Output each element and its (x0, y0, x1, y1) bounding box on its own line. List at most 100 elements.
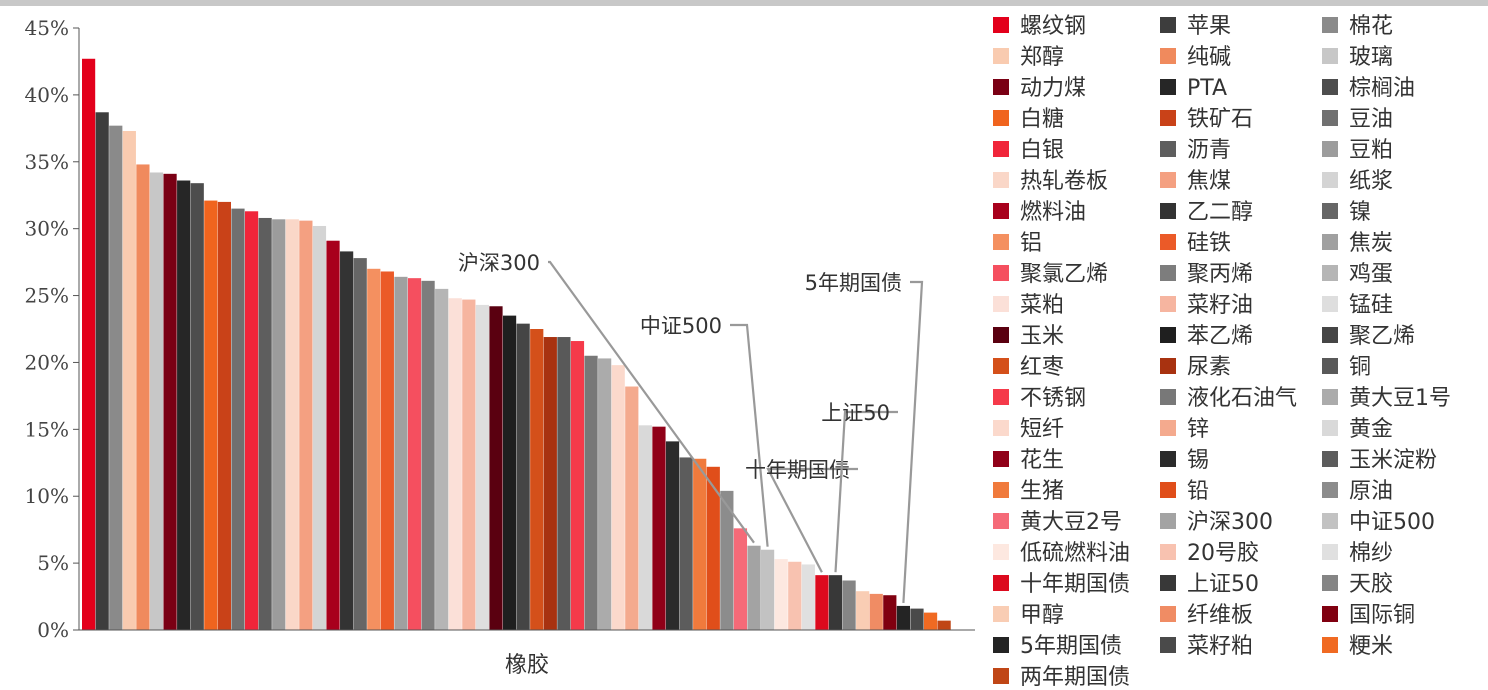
legend-label-菜籽粕: 菜籽粕 (1187, 634, 1253, 659)
bar-棉花 (109, 125, 123, 630)
legend-swatch-菜籽油 (1160, 296, 1176, 312)
annotation-label-5年期国债: 5年期国债 (805, 271, 902, 295)
legend-swatch-上证50 (1160, 575, 1176, 591)
bar-聚乙烯 (516, 323, 530, 630)
annotation-label-上证50: 上证50 (821, 401, 890, 425)
legend-label-聚乙烯: 聚乙烯 (1349, 324, 1415, 349)
legend-label-铅: 铅 (1187, 479, 1209, 504)
bar-棉纱 (801, 564, 815, 630)
bar-锰硅 (475, 304, 490, 630)
y-tick-label: 40% (25, 83, 69, 107)
legend-swatch-黄金 (1322, 420, 1338, 436)
legend-swatch-菜粕 (993, 296, 1009, 312)
bar-不锈钢 (570, 341, 585, 630)
bar-菜粕 (448, 298, 462, 630)
legend-label-原油: 原油 (1349, 479, 1393, 504)
y-axis: 0% 5% 10% 15% 20% 25% 30% 35% 40% 45% (25, 16, 80, 642)
annotation-label-十年期国债: 十年期国债 (745, 458, 850, 482)
bar-铁矿石 (217, 201, 231, 630)
legend-swatch-锡 (1160, 451, 1176, 467)
legend-swatch-棉纱 (1322, 544, 1338, 560)
legend-label-纯碱: 纯碱 (1187, 45, 1231, 70)
legend-label-豆油: 豆油 (1349, 107, 1393, 132)
x-axis: 橡胶 (79, 629, 975, 678)
bar-两年期国债 (937, 620, 951, 630)
legend-swatch-低硫燃料油 (993, 544, 1009, 560)
legend-swatch-动力煤 (993, 79, 1009, 95)
legend-label-短纤: 短纤 (1020, 417, 1064, 442)
legend-label-玻璃: 玻璃 (1349, 45, 1393, 70)
legend-label-黄大豆2号: 黄大豆2号 (1020, 510, 1122, 535)
legend-label-沥青: 沥青 (1187, 138, 1231, 163)
legend-label-白银: 白银 (1020, 138, 1064, 163)
bar-黄大豆1号 (598, 358, 612, 630)
legend-swatch-铁矿石 (1160, 110, 1176, 126)
legend-label-棉花: 棉花 (1349, 14, 1393, 39)
legend-swatch-豆粕 (1322, 141, 1338, 157)
bar-低硫燃料油 (774, 559, 788, 630)
legend-label-沪深300: 沪深300 (1187, 510, 1273, 535)
legend-swatch-苯乙烯 (1160, 327, 1176, 343)
legend-swatch-国际铜 (1322, 606, 1338, 622)
legend-swatch-花生 (993, 451, 1009, 467)
legend-swatch-白银 (993, 141, 1009, 157)
annotations: 沪深300 中证500 十年期国债 上证50 5年期国债 (458, 251, 924, 603)
legend-swatch-燃料油 (993, 203, 1009, 219)
bar-5年期国债 (896, 605, 910, 630)
bar-原油 (720, 490, 734, 630)
y-tick-label: 20% (25, 350, 69, 374)
y-tick-label: 30% (25, 217, 69, 241)
legend-label-白糖: 白糖 (1020, 107, 1064, 132)
legend-swatch-原油 (1322, 482, 1338, 498)
legend-label-玉米: 玉米 (1020, 324, 1064, 349)
legend-label-锡: 锡 (1187, 448, 1209, 473)
bar-苹果 (95, 112, 109, 630)
legend-label-低硫燃料油: 低硫燃料油 (1020, 541, 1130, 566)
legend-label-上证50: 上证50 (1187, 572, 1259, 597)
bar-沪深300 (747, 545, 761, 630)
bar-天胶 (842, 580, 856, 630)
legend-swatch-聚氯乙烯 (993, 265, 1009, 281)
legend-swatch-棉花 (1322, 17, 1338, 33)
legend-swatch-中证500 (1322, 513, 1338, 529)
legend-label-聚氯乙烯: 聚氯乙烯 (1020, 262, 1108, 287)
bar-郑醇 (122, 131, 136, 630)
y-tick-label: 35% (25, 150, 69, 174)
legend-swatch-沥青 (1160, 141, 1176, 157)
legend-swatch-红枣 (993, 358, 1009, 374)
legend-swatch-甲醇 (993, 606, 1009, 622)
y-tick-label: 45% (25, 16, 69, 40)
legend-swatch-铅 (1160, 482, 1176, 498)
legend-label-豆粕: 豆粕 (1349, 138, 1393, 163)
bar-短纤 (611, 365, 625, 630)
y-tick-label: 25% (25, 284, 69, 308)
bar-玻璃 (149, 172, 164, 631)
bar-铅 (706, 466, 720, 630)
legend-swatch-聚乙烯 (1322, 327, 1338, 343)
legend-label-乙二醇: 乙二醇 (1187, 200, 1253, 225)
bar-国际铜 (883, 595, 897, 630)
bar-热轧卷板 (285, 219, 299, 631)
legend-label-聚丙烯: 聚丙烯 (1187, 262, 1253, 287)
legend-label-黄大豆1号: 黄大豆1号 (1349, 386, 1451, 411)
legend-label-热轧卷板: 热轧卷板 (1020, 169, 1108, 194)
bar-十年期国债 (815, 575, 829, 630)
legend-swatch-乙二醇 (1160, 203, 1176, 219)
legend-label-液化石油气: 液化石油气 (1187, 386, 1297, 411)
legend-label-硅铁: 硅铁 (1187, 231, 1231, 256)
bar-纯碱 (136, 164, 150, 630)
legend-label-锰硅: 锰硅 (1349, 293, 1393, 318)
legend-swatch-玉米淀粉 (1322, 451, 1338, 467)
annotation-leader-十年期国债 (766, 467, 858, 573)
legend-label-天胶: 天胶 (1349, 572, 1393, 597)
bar-菜籽粕 (910, 608, 924, 630)
legend-label-菜籽油: 菜籽油 (1187, 293, 1253, 318)
legend-swatch-菜籽粕 (1160, 637, 1176, 653)
legend-swatch-铜 (1322, 358, 1338, 374)
bar-玉米淀粉 (679, 457, 693, 630)
legend-label-纸浆: 纸浆 (1349, 169, 1393, 194)
legend-label-不锈钢: 不锈钢 (1020, 386, 1086, 411)
bar-焦煤 (299, 220, 313, 630)
bar-纸浆 (312, 225, 327, 631)
bar-玉米 (489, 306, 503, 630)
